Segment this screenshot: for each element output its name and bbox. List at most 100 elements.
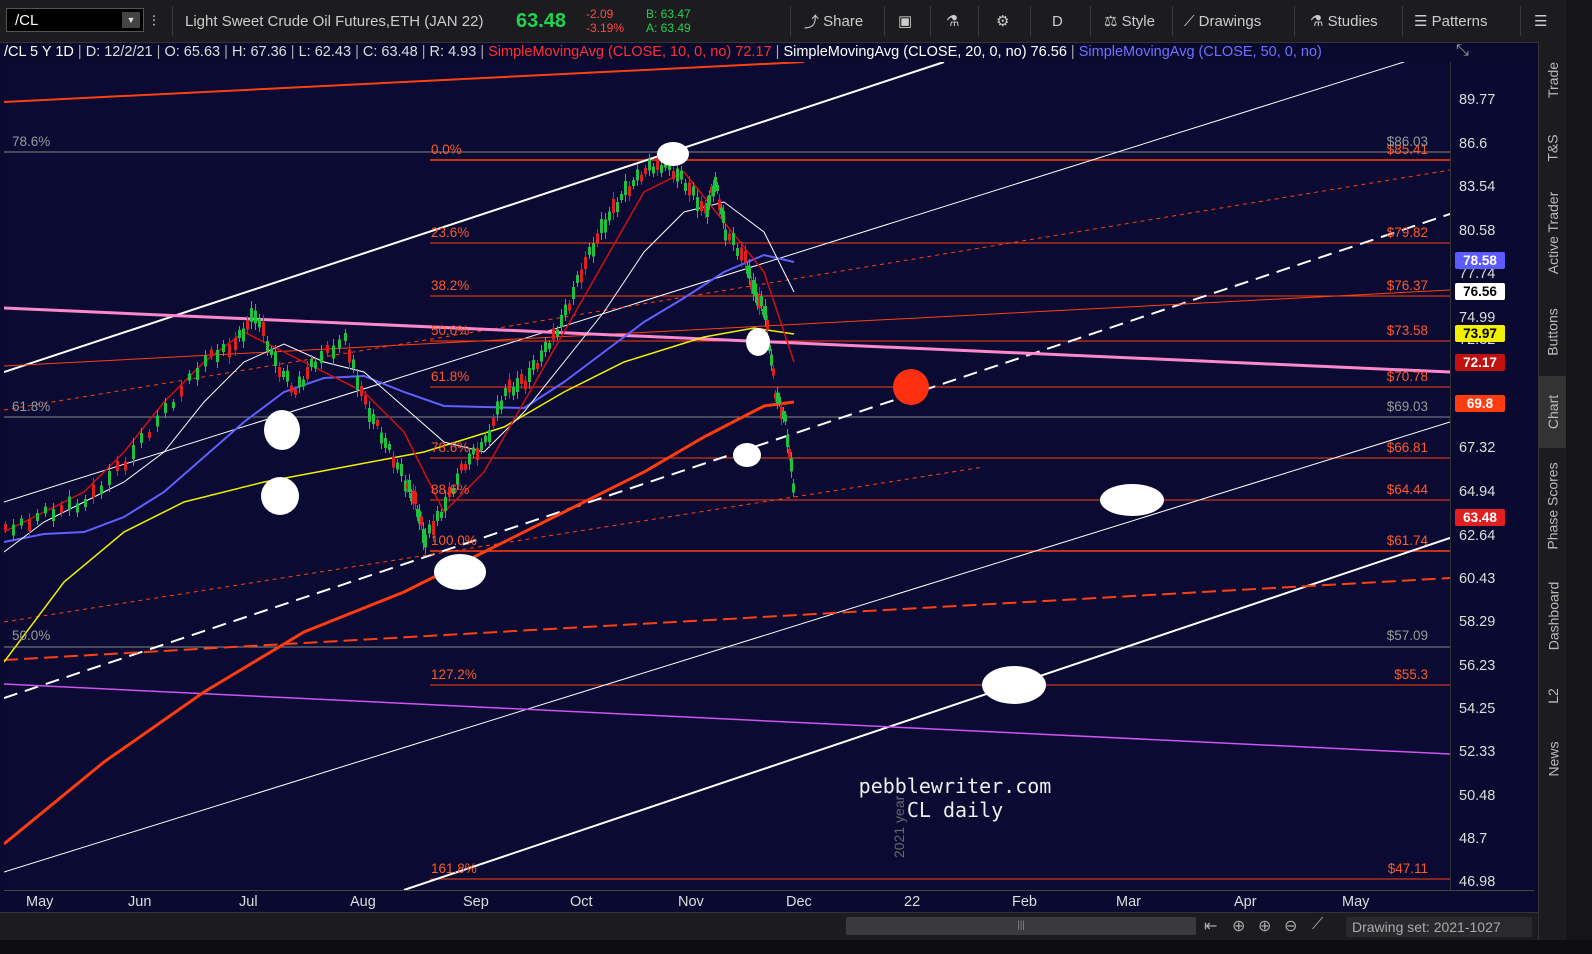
fib-label: 78.6% [431, 440, 470, 455]
candle [406, 482, 409, 490]
candle [468, 453, 471, 465]
candle [76, 503, 79, 513]
time-scrollbar[interactable]: ||| [846, 917, 1196, 935]
patterns-button[interactable]: ☰ Patterns [1414, 12, 1488, 31]
gray-fib-label: 78.6% [12, 134, 51, 149]
candle [444, 497, 447, 511]
candle [512, 386, 515, 396]
candle [560, 315, 563, 327]
price-chart[interactable]: 2021 year 0.0% 23.6% 38.2% 50.0% 61.8% 7… [4, 62, 1450, 890]
zoom-in-icon[interactable]: ⊕ [1258, 918, 1272, 935]
candle [740, 247, 743, 261]
sma50-label[interactable]: SimpleMovingAvg (CLOSE, 50, 0, no) [1078, 44, 1322, 60]
time-label: Jul [239, 894, 258, 910]
candle [392, 456, 395, 468]
time-label: Aug [350, 894, 376, 910]
candle [472, 447, 475, 455]
candle [380, 432, 383, 444]
symbol-input[interactable]: /CL ▼ [6, 8, 144, 32]
price-axis[interactable]: 89.77 86.6 83.54 80.58 77.74 74.99 67.32… [1450, 62, 1535, 890]
studies-button[interactable]: ⚗ Studies [1310, 12, 1378, 31]
candle [746, 266, 749, 274]
drawing-set-selector[interactable]: Drawing set: 2021-1027 [1346, 917, 1532, 937]
fib-price: $85.41 [1386, 142, 1428, 157]
candle [388, 444, 391, 450]
tab-phase-scores[interactable]: Phase Scores [1545, 462, 1562, 550]
gray-fib-price: $86.03 [1386, 134, 1428, 149]
tab-buttons[interactable]: Buttons [1545, 308, 1562, 356]
period-button[interactable]: D [1052, 12, 1063, 30]
candle [704, 204, 707, 214]
candle [762, 309, 765, 315]
candle [60, 505, 63, 513]
tab-trade[interactable]: Trade [1545, 61, 1561, 99]
price-label: 62.64 [1459, 528, 1496, 544]
candle [786, 435, 789, 447]
candle [706, 203, 709, 217]
candle [338, 339, 341, 349]
tab-ts[interactable]: T&S [1544, 134, 1561, 162]
tab-active-trader[interactable]: Active Trader [1545, 191, 1562, 275]
share-button[interactable]: ⤴ Share [804, 12, 864, 31]
time-axis[interactable]: May Jun Jul Aug Sep Oct Nov Dec 22 Feb M… [4, 890, 1534, 913]
chart-canvas[interactable]: 2021 year [4, 62, 1450, 890]
sma10-label[interactable]: SimpleMovingAvg (CLOSE, 10, 0, no) [488, 44, 732, 60]
layout-icon[interactable]: ▣ [898, 13, 913, 30]
tab-dashboard[interactable]: Dashboard [1545, 581, 1561, 651]
candle [756, 296, 759, 306]
fib-label: 61.8% [431, 369, 470, 384]
candle [242, 328, 245, 342]
price-label: 58.29 [1459, 614, 1496, 630]
style-button[interactable]: ⚖ Style [1104, 12, 1155, 31]
candle [414, 492, 417, 504]
candle [752, 280, 755, 294]
sma20-label[interactable]: SimpleMovingAvg (CLOSE, 20, 0, no) [783, 44, 1027, 60]
candle [544, 342, 547, 352]
candle [356, 376, 359, 390]
pencil-icon[interactable]: ⟋ [1312, 916, 1324, 933]
flask-icon: ⚗ [1310, 13, 1328, 30]
candle [364, 395, 367, 405]
candle [592, 243, 595, 257]
flask-icon[interactable]: ⚗ [946, 13, 960, 30]
candle [750, 280, 753, 290]
candle [748, 265, 751, 279]
candle [204, 355, 207, 367]
link-icon[interactable]: ⫶ [152, 12, 156, 30]
crosshair-icon[interactable]: ⊕ [1232, 918, 1246, 935]
drawings-button[interactable]: ⟋ Drawings [1184, 12, 1262, 30]
candle [404, 480, 407, 492]
gear-icon[interactable]: ⚙ [996, 13, 1010, 30]
price-label: 74.99 [1459, 310, 1496, 326]
candle [712, 185, 715, 197]
candle [504, 388, 507, 396]
tab-chart[interactable]: Chart [1539, 376, 1567, 448]
tab-news[interactable]: News [1545, 741, 1562, 777]
candle [424, 534, 427, 548]
candle [448, 487, 451, 497]
candle [250, 308, 253, 322]
candle [84, 499, 87, 507]
candle [416, 509, 419, 517]
price-label: 64.94 [1459, 484, 1496, 500]
candle [132, 445, 135, 459]
candle [68, 496, 71, 510]
candle [496, 401, 499, 415]
candle [372, 414, 375, 424]
candle [720, 207, 723, 215]
price-label: 54.25 [1459, 701, 1496, 717]
year-marker: 2021 year [891, 795, 907, 858]
candle [580, 269, 583, 283]
scroll-left-icon[interactable]: ⇤ [1204, 918, 1218, 935]
candle [412, 490, 415, 504]
tab-l2[interactable]: L2 [1544, 688, 1561, 704]
candle [792, 483, 795, 493]
zoom-out-icon[interactable]: ⊖ [1284, 918, 1298, 935]
symbol-dropdown-icon[interactable]: ▼ [122, 12, 140, 28]
candle [196, 368, 199, 380]
menu-icon[interactable]: ☰ [1534, 13, 1548, 30]
collapse-icon[interactable]: ⤡ [1456, 42, 1469, 59]
symbol-description: Light Sweet Crude Oil Futures,ETH (JAN 2… [185, 12, 484, 30]
candle [464, 464, 467, 470]
time-label: Dec [786, 894, 812, 910]
